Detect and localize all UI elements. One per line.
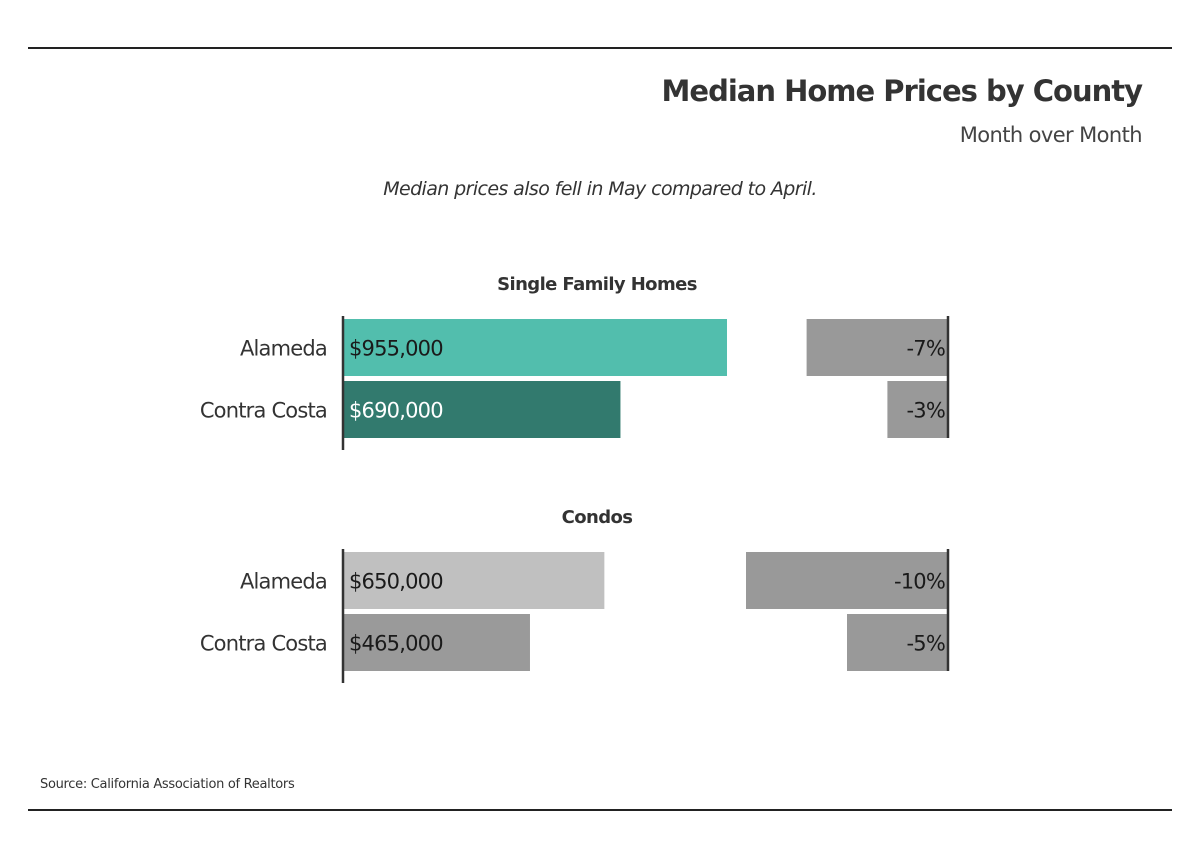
chart-annotation: Median prices also fell in May compared …: [383, 178, 817, 200]
condos-panel-title: Condos: [562, 507, 633, 528]
condos-price-label-contra-costa: $465,000: [349, 632, 443, 656]
single-family-change-label-contra-costa: -3%: [907, 399, 946, 423]
single-family-change-bar-contra-costa: [887, 381, 948, 438]
single-family-price-bar-alameda: [343, 319, 727, 376]
condos-price-label-alameda: $650,000: [349, 570, 443, 594]
condos-price-bar-contra-costa: [343, 614, 530, 671]
source-note: Source: California Association of Realto…: [40, 777, 295, 792]
chart-subtitle: Month over Month: [959, 123, 1143, 147]
condos-change-label-contra-costa: -5%: [907, 632, 946, 656]
condos-category-label-alameda: Alameda: [240, 570, 327, 594]
condos-category-label-contra-costa: Contra Costa: [200, 632, 327, 656]
top-rule: [28, 47, 1172, 49]
single-family-change-label-alameda: -7%: [907, 337, 946, 361]
single-family-price-label-contra-costa: $690,000: [349, 399, 443, 423]
bottom-rule: [28, 809, 1172, 811]
condos-change-bar-contra-costa: [847, 614, 948, 671]
single-family-change-bar-alameda: [806, 319, 948, 376]
single-family-price-bar-contra-costa: [343, 381, 621, 438]
single-family-price-label-alameda: $955,000: [349, 337, 443, 361]
single-family-category-label-contra-costa: Contra Costa: [200, 399, 327, 423]
condos-change-bar-alameda: [746, 552, 948, 609]
condos-change-label-alameda: -10%: [894, 570, 945, 594]
single-family-category-label-alameda: Alameda: [240, 337, 327, 361]
single-family-panel-title: Single Family Homes: [497, 274, 697, 295]
condos-price-bar-alameda: [343, 552, 605, 609]
chart-title: Median Home Prices by County: [661, 74, 1143, 108]
